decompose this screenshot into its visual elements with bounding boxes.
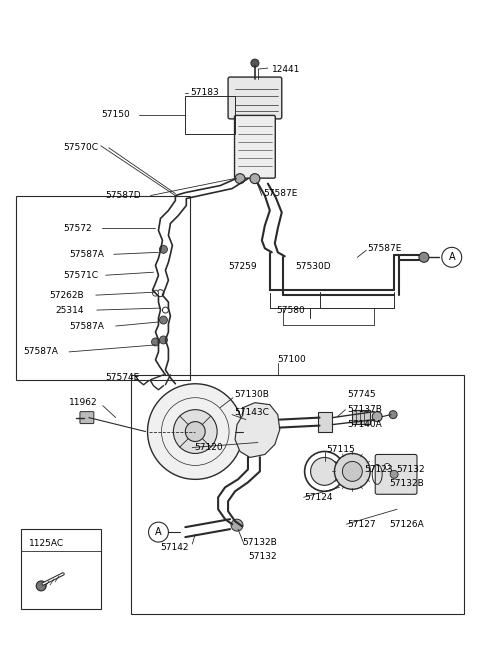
Text: 57587A: 57587A	[69, 322, 104, 331]
Text: 57143C: 57143C	[234, 408, 269, 417]
Text: A: A	[155, 527, 162, 537]
Bar	[131, 375, 464, 614]
Text: 57142: 57142	[160, 542, 189, 552]
Circle shape	[152, 338, 159, 346]
FancyBboxPatch shape	[80, 411, 94, 424]
Text: 11962: 11962	[69, 398, 97, 407]
Text: 57587E: 57587E	[367, 244, 402, 253]
Text: 57126A: 57126A	[389, 519, 424, 529]
Text: 57130B: 57130B	[234, 390, 269, 399]
Bar	[185, 96, 235, 134]
Circle shape	[147, 384, 243, 479]
Text: 57132B: 57132B	[242, 538, 277, 546]
Text: 57123: 57123	[364, 465, 393, 474]
Bar	[21, 529, 101, 608]
Text: 57259: 57259	[228, 262, 257, 271]
Circle shape	[157, 290, 164, 297]
Circle shape	[442, 248, 462, 267]
Text: 1125AC: 1125AC	[29, 538, 64, 548]
Bar	[16, 196, 190, 380]
Text: 57137B: 57137B	[348, 405, 382, 414]
FancyBboxPatch shape	[375, 455, 417, 495]
Circle shape	[173, 409, 217, 453]
Circle shape	[162, 307, 168, 313]
Text: 57115: 57115	[326, 445, 355, 454]
Text: 25314: 25314	[55, 306, 84, 314]
Text: 57572: 57572	[63, 224, 92, 233]
FancyBboxPatch shape	[235, 115, 276, 178]
Text: 57587E: 57587E	[263, 189, 297, 198]
Circle shape	[419, 252, 429, 262]
FancyBboxPatch shape	[228, 77, 282, 119]
Text: 57183: 57183	[190, 88, 219, 98]
Text: 57132: 57132	[396, 465, 425, 474]
Circle shape	[185, 422, 205, 441]
Circle shape	[159, 336, 168, 344]
Circle shape	[250, 174, 260, 183]
Text: 57127: 57127	[348, 519, 376, 529]
Text: A: A	[448, 252, 455, 262]
Text: 57100: 57100	[278, 356, 307, 364]
Text: 57140A: 57140A	[348, 420, 382, 429]
Circle shape	[153, 290, 158, 296]
Circle shape	[389, 411, 397, 419]
Text: 57150: 57150	[101, 111, 130, 119]
Circle shape	[372, 411, 382, 422]
Text: 12441: 12441	[272, 65, 300, 73]
Text: 57132B: 57132B	[389, 479, 424, 488]
Circle shape	[159, 246, 168, 253]
Circle shape	[342, 461, 362, 481]
Text: 57132: 57132	[248, 552, 276, 561]
Circle shape	[335, 453, 370, 489]
Bar	[318, 411, 333, 432]
Text: 57124: 57124	[305, 493, 333, 502]
Circle shape	[311, 457, 338, 485]
Circle shape	[148, 522, 168, 542]
Circle shape	[390, 470, 398, 478]
Circle shape	[36, 581, 46, 591]
Text: 57574E: 57574E	[106, 373, 140, 383]
Polygon shape	[235, 403, 280, 457]
Circle shape	[235, 174, 245, 183]
Circle shape	[251, 59, 259, 67]
Text: 57587A: 57587A	[23, 347, 58, 356]
Circle shape	[384, 464, 390, 470]
Bar	[352, 409, 370, 424]
Text: 57587D: 57587D	[106, 191, 142, 200]
Text: 57570C: 57570C	[63, 143, 98, 152]
Circle shape	[159, 316, 168, 324]
Text: 57530D: 57530D	[296, 262, 331, 271]
Text: 57120: 57120	[194, 443, 223, 452]
Text: 57745: 57745	[348, 390, 376, 399]
Circle shape	[231, 519, 243, 531]
Text: 57262B: 57262B	[49, 291, 84, 299]
Text: 57571C: 57571C	[63, 271, 98, 280]
Text: 57587A: 57587A	[69, 250, 104, 259]
Text: 57580: 57580	[276, 306, 304, 314]
